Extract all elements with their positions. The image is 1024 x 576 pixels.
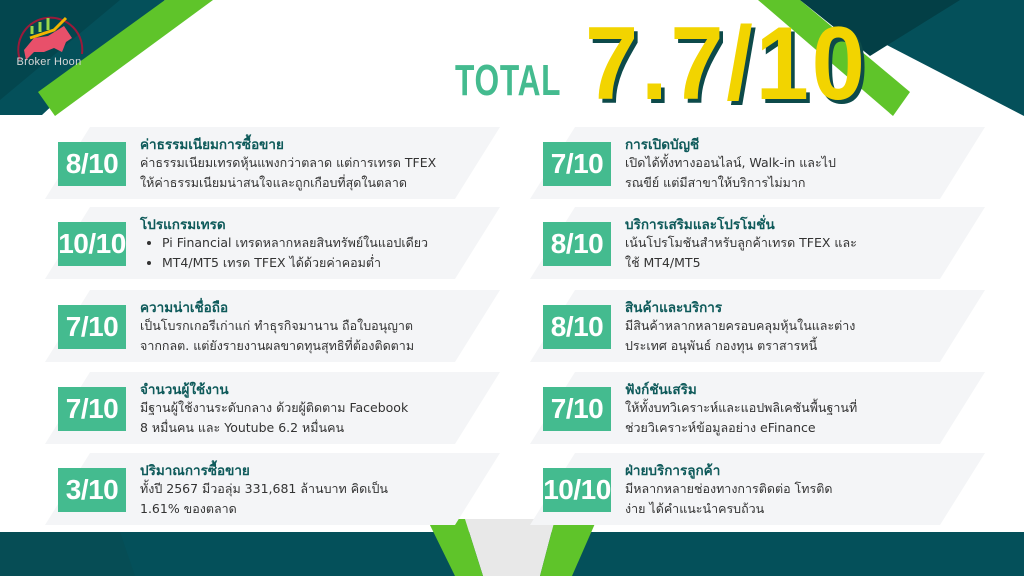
description-line: มีสินค้าหลากหลายครอบคลุมหุ้นในและต่าง xyxy=(625,318,856,333)
broker-hoon-logo xyxy=(17,16,84,61)
description-line: 8 หมื่นคน และ Youtube 6.2 หมื่นคน xyxy=(140,420,344,435)
score-badge: 8/10 xyxy=(58,142,126,186)
description-line: ใช้ MT4/MT5 xyxy=(625,255,701,270)
card-description: ค่าธรรมเนียมเทรดหุ้นแพงกว่าตลาด แต่การเท… xyxy=(140,153,436,193)
card-description: มีสินค้าหลากหลายครอบคลุมหุ้นในและต่างประ… xyxy=(625,316,855,356)
description-line: ง่าย ได้คำแนะนำครบถ้วน xyxy=(625,501,765,516)
card-description: Pi Financial เทรดหลากหลยสินทรัพย์ในแอปเด… xyxy=(140,233,428,273)
description-line: มีฐานผู้ใช้งานระดับกลาง ด้วยผู้ติดตาม Fa… xyxy=(140,400,409,415)
score-card: 7/10 ความน่าเชื่อถือเป็นโบรกเกอรีเก่าแก่ … xyxy=(45,290,500,362)
description-line: ให้ค่าธรรมเนียมน่าสนใจและถูกเกือบที่สุดใ… xyxy=(140,175,407,190)
card-title: ปริมาณการซื้อขาย xyxy=(140,463,250,479)
score-badge: 10/10 xyxy=(58,222,126,266)
score-badge: 7/10 xyxy=(58,305,126,349)
card-title: การเปิดบัญชี xyxy=(625,137,700,153)
description-line: เน้นโปรโมชันสำหรับลูกค้าเทรด TFEX และ xyxy=(625,235,857,250)
score-card: 8/10 บริการเสริมและโปรโมชั่น เน้นโปรโมชันส… xyxy=(530,207,985,279)
card-description: ทั้งปี 2567 มีวอลุ่ม 331,681 ล้านบาท คิด… xyxy=(140,479,388,519)
score-badge: 7/10 xyxy=(543,387,611,431)
description-line: ประเทศ อนุพันธ์ กองทุน ตราสารหนี้ xyxy=(625,338,818,353)
score-badge: 10/10 xyxy=(543,468,611,512)
description-line: รณขีย์ แต่มีสาขาให้บริการไม่มาก xyxy=(625,175,806,190)
score-badge: 7/10 xyxy=(543,142,611,186)
card-description: เน้นโปรโมชันสำหรับลูกค้าเทรด TFEX และใช้… xyxy=(625,233,857,273)
score-card: 7/10 ฟังก์ชันเสริมให้ทั้งบทวิเคราะห์และแอ… xyxy=(530,372,985,444)
card-description: เปิดได้ทั้งทางออนไลน์, Walk-in และไปรณขี… xyxy=(625,153,836,193)
score-card: 7/10 การเปิดบัญชี เปิดได้ทั้งทางออนไลน์, W… xyxy=(530,127,985,199)
description-line: ค่าธรรมเนียมเทรดหุ้นแพงกว่าตลาด แต่การเท… xyxy=(140,155,437,170)
description-line: ทั้งปี 2567 มีวอลุ่ม 331,681 ล้านบาท คิด… xyxy=(140,481,388,496)
score-badge: 8/10 xyxy=(543,222,611,266)
card-description: เป็นโบรกเกอรีเก่าแก่ ทำธุรกิจมานาน ถือใบ… xyxy=(140,316,414,356)
score-card: 7/10 จำนวนผู้ใช้งานมีฐานผู้ใช้งานระดับกลา… xyxy=(45,372,500,444)
bullet-list: Pi Financial เทรดหลากหลยสินทรัพย์ในแอปเด… xyxy=(140,233,428,273)
card-description: มีฐานผู้ใช้งานระดับกลาง ด้วยผู้ติดตาม Fa… xyxy=(140,398,408,438)
description-line: มีหลากหลายช่องทางการติดต่อ โทรติด xyxy=(625,481,833,496)
brand-name: Broker Hoon xyxy=(16,56,82,68)
score-card: 10/10 ฝ่ายบริการลูกค้า มีหลากหลายช่องทางกา… xyxy=(530,453,985,525)
score-card: 3/10 ปริมาณการซื้อขายทั้งปี 2567 มีวอลุ่ม… xyxy=(45,453,500,525)
bullet-item: Pi Financial เทรดหลากหลยสินทรัพย์ในแอปเด… xyxy=(162,233,428,253)
description-line: ให้ทั้งบทวิเคราะห์และแอปพลิเคชันพื้นฐานท… xyxy=(625,400,858,415)
card-description: ให้ทั้งบทวิเคราะห์และแอปพลิเคชันพื้นฐานท… xyxy=(625,398,857,438)
description-line: เปิดได้ทั้งทางออนไลน์, Walk-in และไป xyxy=(625,155,836,170)
card-description: มีหลากหลายช่องทางการติดต่อ โทรติดง่าย ได… xyxy=(625,479,832,519)
description-line: เป็นโบรกเกอรีเก่าแก่ ทำธุรกิจมานาน ถือใบ… xyxy=(140,318,413,333)
bullet-item: MT4/MT5 เทรด TFEX ได้ด้วยค่าคอมต่ำ xyxy=(162,253,428,273)
score-badge: 8/10 xyxy=(543,305,611,349)
description-line: 1.61% ของตลาด xyxy=(140,501,237,516)
card-title: ค่าธรรมเนียมการซื้อขาย xyxy=(140,137,284,153)
card-title: บริการเสริมและโปรโมชั่น xyxy=(625,217,775,233)
score-badge: 7/10 xyxy=(58,387,126,431)
score-card: 8/10 ค่าธรรมเนียมการซื้อขายค่าธรรมเนียมเท… xyxy=(45,127,500,199)
card-title: ความน่าเชื่อถือ xyxy=(140,300,229,316)
card-title: จำนวนผู้ใช้งาน xyxy=(140,382,229,398)
description-line: ช่วยวิเคราะห์ข้อมูลอย่าง eFinance xyxy=(625,420,816,435)
card-title: โปรแกรมเทรด xyxy=(140,217,226,233)
description-line: จากกลต. แต่ยังรายงานผลขาดทุนสุทธิที่ต้อง… xyxy=(140,338,415,353)
score-badge: 3/10 xyxy=(58,468,126,512)
total-score: 7.7/10 xyxy=(585,6,868,122)
card-title: ฝ่ายบริการลูกค้า xyxy=(625,463,721,479)
score-card: 8/10 สินค้าและบริการ มีสินค้าหลากหลายครอบค… xyxy=(530,290,985,362)
card-title: ฟังก์ชันเสริม xyxy=(625,382,697,398)
score-card: 10/10 โปรแกรมเทรดPi Financial เทรดหลากหลย… xyxy=(45,207,500,279)
card-title: สินค้าและบริการ xyxy=(625,300,723,316)
total-label: TOTAL xyxy=(455,56,562,105)
